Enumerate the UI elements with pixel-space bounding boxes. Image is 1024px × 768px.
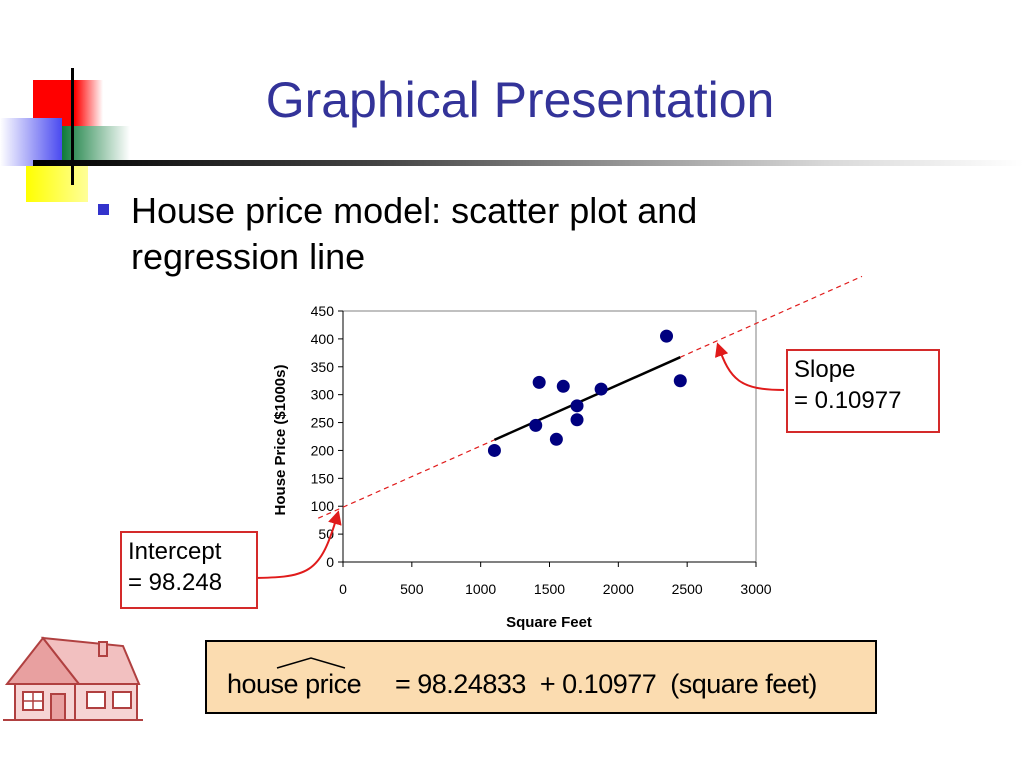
regression-line xyxy=(493,356,681,441)
slide-title: Graphical Presentation xyxy=(265,72,775,128)
data-point xyxy=(660,329,674,343)
bullet-marker xyxy=(98,204,109,215)
data-point xyxy=(570,413,584,427)
regression-equation-box: house price = 98.24833 + 0.10977 (square… xyxy=(205,640,877,714)
data-point xyxy=(594,382,608,396)
plot-area xyxy=(342,310,757,563)
y-tick-label: 250 xyxy=(311,415,335,431)
intercept-callout-arrow xyxy=(243,510,342,579)
logo-vertical-line xyxy=(71,68,74,185)
logo-blue-square xyxy=(0,118,62,166)
logo-yellow-square xyxy=(26,166,88,202)
house-icon xyxy=(3,636,143,721)
slope-callout: Slope = 0.10977 xyxy=(786,349,940,433)
data-point xyxy=(556,379,570,393)
intercept-callout-line1: Intercept xyxy=(128,538,222,565)
x-tick-label: 3000 xyxy=(740,581,771,597)
data-point xyxy=(570,399,584,413)
x-tick-label: 500 xyxy=(400,581,424,597)
slope-callout-arrow xyxy=(715,342,785,391)
x-tick-label: 2000 xyxy=(603,581,634,597)
hat-symbol xyxy=(276,657,346,669)
data-point xyxy=(673,374,687,388)
y-tick-label: 300 xyxy=(311,387,335,403)
data-point xyxy=(487,443,501,457)
intercept-callout-line2: = 98.248 xyxy=(128,569,223,596)
slope-callout-line2: = 0.10977 xyxy=(794,387,902,414)
x-tick-label: 2500 xyxy=(672,581,703,597)
y-tick-label: 350 xyxy=(311,359,335,375)
x-tick-label: 1000 xyxy=(465,581,496,597)
x-axis-title: Square Feet xyxy=(506,614,592,631)
y-tick-label: 0 xyxy=(326,554,334,570)
y-axis-title: House Price ($1000s) xyxy=(272,365,289,516)
title-rule xyxy=(33,160,1024,166)
y-tick-label: 100 xyxy=(311,498,335,514)
data-point xyxy=(549,432,563,446)
y-tick-label: 400 xyxy=(311,331,335,347)
data-point xyxy=(532,375,546,389)
y-tick-label: 200 xyxy=(311,442,335,458)
data-point xyxy=(529,418,543,432)
equation-rhs: = 98.24833 + 0.10977 (square feet) xyxy=(395,669,817,699)
x-tick-label: 0 xyxy=(339,581,347,597)
y-tick-label: 450 xyxy=(311,303,335,319)
x-tick-label: 1500 xyxy=(534,581,565,597)
slope-callout-line1: Slope xyxy=(794,356,856,383)
bullet-text: House price model: scatter plot and regr… xyxy=(131,190,698,277)
y-tick-label: 150 xyxy=(311,470,335,486)
equation-lhs: house price xyxy=(227,669,362,699)
intercept-callout: Intercept = 98.248 xyxy=(120,531,258,609)
